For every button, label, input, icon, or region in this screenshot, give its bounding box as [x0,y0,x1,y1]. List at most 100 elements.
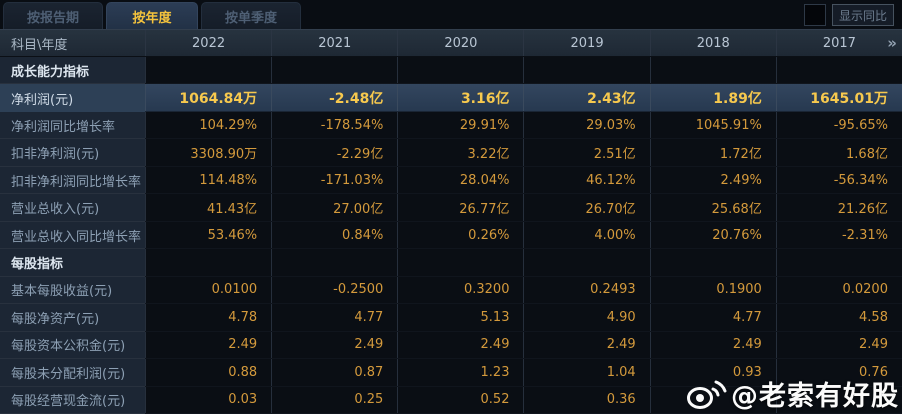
value-cell: 28.04% [397,166,523,194]
value-cell: 0.25 [271,386,397,414]
table-row: 每股经营现金流(元) 0.03 0.25 0.52 0.36 [0,386,902,414]
table-row: 扣非净利润(元) 3308.90万 -2.29亿 3.22亿 2.51亿 1.72亿 1.6… [0,139,902,167]
table-row: 净利润(元) 1064.84万 -2.48亿 3.16亿 2.43亿 1.89亿 1645.… [0,84,902,112]
year-column-header: 2017» [775,30,902,56]
value-cell [775,386,902,414]
value-cell: 2.49 [775,331,902,359]
value-cell [397,57,523,84]
value-cell: 4.77 [271,304,397,331]
value-cell [271,57,397,84]
value-cell: 0.0200 [775,276,902,304]
value-cell [397,249,523,276]
value-cell: 1045.91% [649,111,776,139]
value-cell: 4.77 [649,304,776,331]
value-cell: -171.03% [271,166,397,194]
value-cell: 104.29% [145,111,271,139]
row-label: 成长能力指标 [0,57,145,85]
row-label: 每股指标 [0,249,145,277]
table-row: 净利润同比增长率 104.29% -178.54% 29.91% 29.03% 1045.… [0,111,902,140]
row-label: 每股净资产(元) [0,304,145,332]
value-cell: 29.91% [397,111,523,139]
value-cell: 114.48% [145,166,271,194]
value-cell: 1.23 [397,359,523,386]
value-cell: 5.13 [397,304,523,331]
value-cell: 21.26亿 [775,194,902,221]
value-cell: 29.03% [523,111,649,139]
value-cell: 0.87 [271,359,397,386]
value-cell: 0.52 [397,386,523,414]
value-cell: 1064.84万 [145,84,271,111]
value-cell: 0.26% [397,221,523,249]
more-years-icon[interactable]: » [887,34,897,52]
value-cell: 26.77亿 [397,194,523,221]
table-header-row: 科目\年度 2022 2021 2020 2019 2018 2017» [0,29,902,57]
row-label: 每股经营现金流(元) [0,386,145,414]
value-cell: 26.70亿 [523,194,649,221]
financial-table-body: 成长能力指标 净利润(元) 1064.84万 -2.48亿 3.16亿 2.43亿 1.89… [0,57,902,414]
table-row: 基本每股收益(元) 0.0100 -0.2500 0.3200 0.2493 0.1900… [0,276,902,305]
table-row: 营业总收入(元) 41.43亿 27.00亿 26.77亿 26.70亿 25.68亿 21… [0,194,902,222]
value-cell: -2.31% [775,221,902,249]
value-cell: 0.84% [271,221,397,249]
value-cell: 2.49 [649,331,776,359]
value-cell [649,57,776,84]
value-cell: 2.49 [145,331,271,359]
value-cell [145,57,271,84]
value-cell: 4.00% [523,221,649,249]
tab-by-year[interactable]: 按年度 [106,2,198,29]
value-cell: 2.51亿 [523,139,649,166]
value-cell: 1.68亿 [775,139,902,166]
value-cell: 53.46% [145,221,271,249]
value-cell: -2.29亿 [271,139,397,166]
value-cell: 0.76 [775,359,902,386]
year-column-header: 2020 [397,30,523,56]
row-label: 净利润(元) [0,84,145,112]
value-cell: 0.88 [145,359,271,386]
table-row: 每股资本公积金(元) 2.49 2.49 2.49 2.49 2.49 2.49 [0,331,902,360]
value-cell: 2.49 [271,331,397,359]
tab-by-report-period[interactable]: 按报告期 [3,2,103,29]
value-cell: 2.49 [397,331,523,359]
value-cell: 25.68亿 [649,194,776,221]
value-cell: 1.04 [523,359,649,386]
value-cell: 20.76% [649,221,776,249]
tab-by-single-quarter[interactable]: 按单季度 [201,2,301,29]
tab-bar-spacer [301,2,804,29]
table-row: 每股净资产(元) 4.78 4.77 5.13 4.90 4.77 4.58 [0,304,902,332]
show-yoy-checkbox[interactable] [804,4,826,26]
year-column-header: 2019 [523,30,649,56]
year-column-header: 2018 [649,30,776,56]
row-label: 营业总收入(元) [0,194,145,222]
value-cell: 3.16亿 [397,84,523,111]
value-cell: 0.1900 [649,276,776,304]
year-column-header: 2021 [271,30,397,56]
table-row: 营业总收入同比增长率 53.46% 0.84% 0.26% 4.00% 20.76% -2.… [0,221,902,250]
value-cell: 1.89亿 [649,84,776,111]
value-cell: -178.54% [271,111,397,139]
value-cell: 4.90 [523,304,649,331]
row-label: 净利润同比增长率 [0,111,145,140]
value-cell: -95.65% [775,111,902,139]
value-cell: 3.22亿 [397,139,523,166]
value-cell: 46.12% [523,166,649,194]
value-cell: -0.2500 [271,276,397,304]
row-label: 基本每股收益(元) [0,276,145,305]
corner-header: 科目\年度 [11,37,68,53]
value-cell [523,57,649,84]
period-tab-bar: 按报告期 按年度 按单季度 显示同比 [0,0,902,29]
row-label: 扣非净利润同比增长率 [0,166,145,195]
value-cell [775,249,902,276]
value-cell: 2.43亿 [523,84,649,111]
value-cell [271,249,397,276]
value-cell: 0.36 [523,386,649,414]
value-cell: 1645.01万 [775,84,902,111]
value-cell: 0.3200 [397,276,523,304]
value-cell: 4.78 [145,304,271,331]
show-yoy-button[interactable]: 显示同比 [832,4,894,26]
value-cell: -56.34% [775,166,902,194]
row-label: 每股资本公积金(元) [0,331,145,360]
value-cell: 2.49 [523,331,649,359]
value-cell [775,57,902,84]
value-cell: 1.72亿 [649,139,776,166]
row-label: 扣非净利润(元) [0,139,145,167]
